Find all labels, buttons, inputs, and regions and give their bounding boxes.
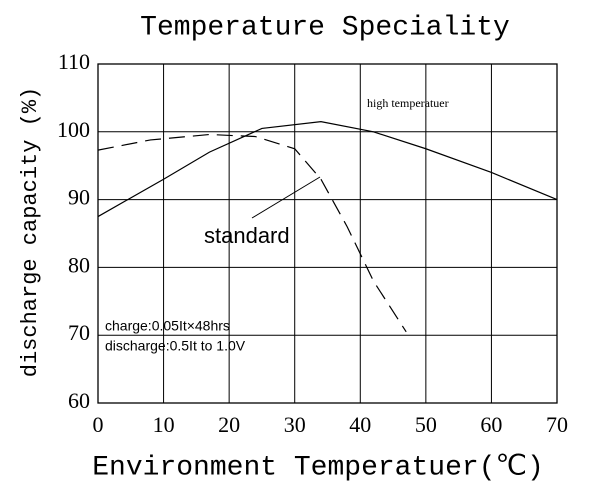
x-tick-label: 30 (284, 412, 306, 437)
y-tick-label: 90 (68, 185, 90, 210)
pointer-line (251, 176, 321, 219)
x-tick-label: 10 (153, 412, 175, 437)
y-tick-label: 70 (68, 320, 90, 345)
x-tick-label: 20 (218, 412, 240, 437)
series-line (97, 133, 407, 333)
y-tick-label: 110 (58, 49, 90, 74)
x-axis-label: Environment Temperatuer(℃) (92, 452, 544, 483)
series-line (97, 121, 558, 218)
chart-title: Temperature Speciality (140, 12, 510, 43)
series-label: high temperatuer (367, 96, 449, 110)
y-axis-label: discharge capacity (%) (18, 87, 43, 377)
annotation: discharge:0.5It to 1.0V (105, 338, 246, 354)
y-tick-label: 80 (68, 252, 90, 277)
x-tick-label: 0 (93, 412, 104, 437)
annotation: charge:0.05It×48hrs (105, 318, 230, 334)
x-tick-label: 60 (480, 412, 502, 437)
x-tick-label: 40 (349, 412, 371, 437)
y-tick-label: 60 (68, 388, 90, 413)
series-label: standard (204, 223, 290, 248)
x-tick-label: 50 (415, 412, 437, 437)
y-tick-label: 100 (57, 117, 90, 142)
x-tick-label: 70 (546, 412, 568, 437)
